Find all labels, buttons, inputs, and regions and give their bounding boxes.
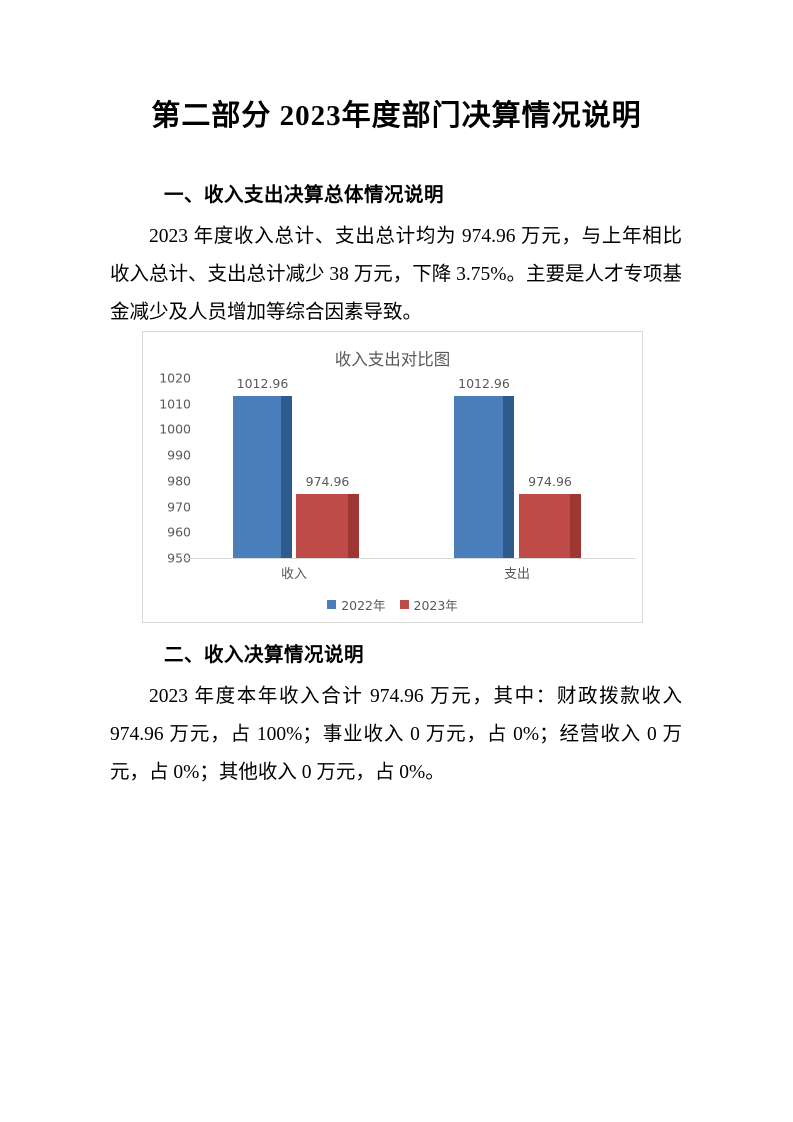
chart-legend-swatch — [327, 600, 337, 609]
chart-category-label: 收入 — [280, 567, 308, 582]
chart-y-axis: 1020 1010 1000 990 980 970 960 950 — [149, 371, 191, 566]
chart-data-label: 1012.96 — [458, 376, 510, 392]
income-expenditure-chart: 收入支出对比图 1020 1010 1000 990 980 970 960 950 1012… — [142, 331, 643, 623]
chart-y-tick: 1010 — [159, 396, 191, 412]
chart-y-tick: 970 — [167, 499, 191, 515]
chart-category-label: 支出 — [503, 567, 531, 582]
chart-bar — [296, 493, 359, 558]
chart-legend-item: 2023年 — [399, 595, 458, 614]
chart-data-label: 1012.96 — [236, 376, 289, 392]
chart-bar-side — [281, 396, 292, 558]
chart-bar-side — [348, 493, 359, 558]
chart-axis-baseline — [181, 558, 636, 559]
section-heading-1: 一、收入支出决算总体情况说明 — [164, 183, 445, 206]
chart-bar-face — [519, 493, 570, 558]
chart-y-tick: 980 — [167, 473, 191, 489]
chart-bar-side — [570, 493, 581, 558]
chart-legend-swatch — [399, 600, 409, 609]
chart-title: 收入支出对比图 — [334, 350, 451, 369]
chart-y-tick: 950 — [167, 550, 191, 566]
document-title: 第二部分 2023年度部门决算情况说明 — [151, 100, 642, 132]
chart-legend-item: 2022年 — [327, 595, 386, 614]
chart-data-label: 974.96 — [305, 473, 350, 489]
chart-bar-side — [503, 396, 514, 558]
chart-y-tick: 960 — [167, 524, 191, 540]
section-heading-2: 二、收入决算情况说明 — [164, 643, 365, 666]
chart-legend-label: 2023年 — [413, 598, 458, 613]
section-paragraph-2: 2023 年度本年收入合计 974.96 万元，其中：财政拨款收入 974.96… — [110, 686, 682, 783]
chart-plot-area: 1020 1010 1000 990 980 970 960 950 1012.96 974.9… — [143, 332, 642, 622]
chart-bar — [233, 396, 292, 558]
chart-bar — [519, 493, 581, 558]
chart-bars-layer: 1012.96 974.96 收入 1012.96 974.96 支出 — [143, 332, 642, 622]
chart-data-label: 974.96 — [528, 473, 572, 489]
chart-legend: 2022年 2023年 — [143, 595, 642, 614]
chart-y-tick: 990 — [167, 447, 191, 463]
chart-legend-label: 2022年 — [341, 598, 386, 613]
chart-bar — [454, 396, 514, 558]
chart-y-tick: 1000 — [159, 421, 191, 437]
chart-y-tick: 1020 — [159, 370, 191, 386]
section-paragraph-1: 2023 年度收入总计、支出总计均为 974.96 万元，与上年相比收入总计、支… — [110, 226, 682, 323]
chart-bar-face — [296, 493, 348, 558]
chart-bar-face — [454, 396, 503, 558]
chart-bar-face — [233, 396, 281, 558]
